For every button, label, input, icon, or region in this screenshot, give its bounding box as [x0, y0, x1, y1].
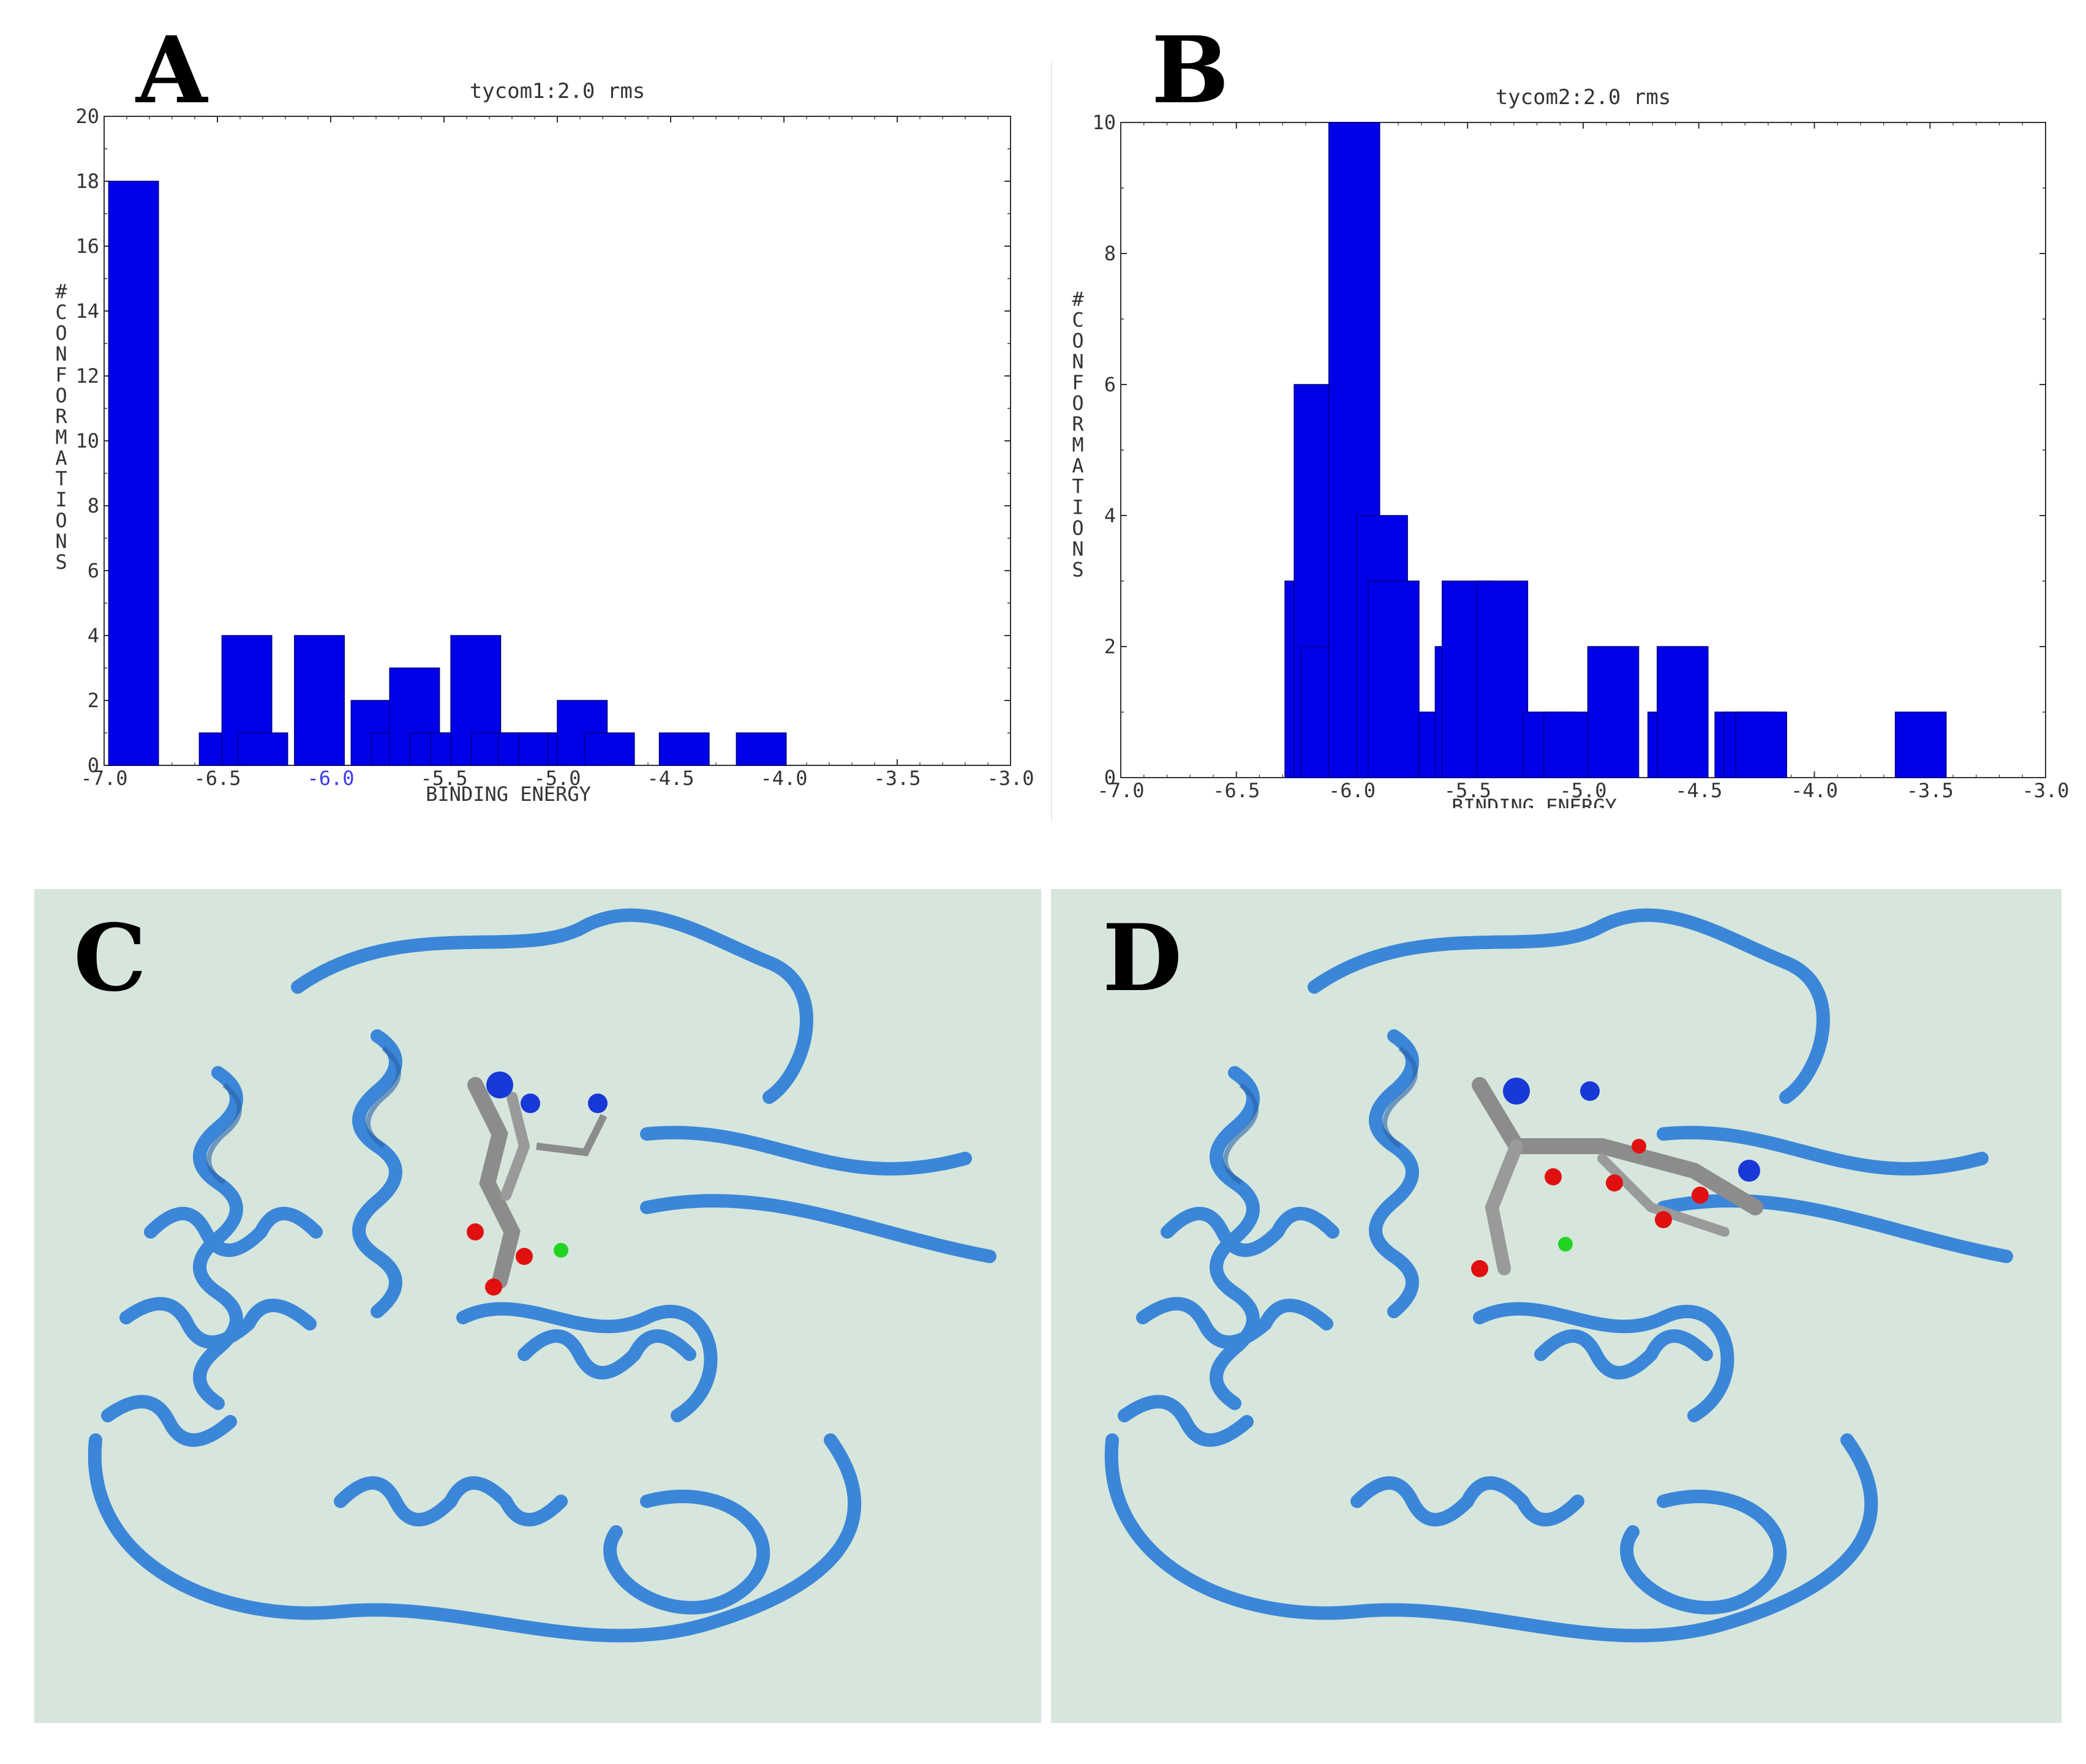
- y-tick-label: 10: [75, 429, 99, 452]
- x-tick-label: -3.0: [2022, 779, 2069, 802]
- loop-top: [291, 908, 813, 1104]
- y-tick-label: 14: [75, 299, 99, 323]
- chart-divider: [1051, 61, 1052, 820]
- loop-right: [640, 1125, 996, 1263]
- histogram-bar: [584, 732, 635, 766]
- histogram-bar: [294, 635, 345, 766]
- histogram-bar: [237, 732, 288, 766]
- histogram-bar: [1476, 580, 1529, 778]
- y-tick-label: 0: [88, 754, 99, 777]
- loop-bottom: [88, 1433, 862, 1643]
- protein-structure-d: [1051, 889, 2062, 1723]
- helix-vertical-2: [352, 1029, 402, 1318]
- panel-label-b: B: [1151, 17, 1229, 124]
- y-tick-label: 6: [88, 559, 99, 582]
- protein-structure-c: [34, 889, 1041, 1723]
- x-tick-label: -5.5: [1444, 779, 1491, 802]
- helix-left: [101, 1207, 323, 1447]
- x-tick-label: -4.0: [1791, 779, 1838, 802]
- x-tick-label: -4.0: [760, 767, 807, 790]
- ligand-cluster-d: [1471, 1077, 1763, 1277]
- histogram-bar: [658, 732, 710, 766]
- y-tick-label: 12: [75, 364, 99, 388]
- helix-lower: [334, 1476, 568, 1526]
- y-tick-label: 16: [75, 235, 99, 258]
- x-tick-label: -5.0: [1559, 779, 1606, 802]
- y-tick-label: 6: [1104, 373, 1116, 396]
- histogram-bar: [1735, 711, 1787, 778]
- x-tick-label: -6.0: [307, 767, 354, 790]
- plot-frame: [1120, 122, 2046, 778]
- y-tick-label: 4: [1104, 504, 1116, 527]
- panel-label-c: C: [73, 904, 147, 1012]
- loop-lower-right: [603, 1490, 770, 1615]
- x-tick-label: -7.0: [1097, 779, 1144, 802]
- y-tick-label: 4: [88, 624, 99, 647]
- histogram-bar: [108, 181, 159, 766]
- ribbon-illustration-c: [88, 908, 996, 1643]
- y-tick-label: 10: [1092, 111, 1116, 134]
- helix-center: [518, 1329, 696, 1379]
- x-tick-label: -7.0: [80, 767, 127, 790]
- y-tick-label: 18: [75, 170, 99, 193]
- loop-center: [456, 1302, 718, 1422]
- y-tick-label: 2: [88, 689, 99, 712]
- y-tick-label: 8: [88, 494, 99, 517]
- chart-title: tycom2:2.0 rms: [1496, 85, 1671, 110]
- x-tick-label: -4.5: [647, 767, 694, 790]
- histogram-bar: [1894, 711, 1947, 778]
- histogram-bar: [1543, 711, 1595, 778]
- x-tick-label: -5.0: [533, 767, 581, 790]
- chart-a: tycom1:2.0 rms 0 2 4 6 8 10 12 14 16 18 20 -7.0 -6.5 -…: [37, 61, 1053, 808]
- x-tick-label: -6.5: [194, 767, 241, 790]
- x-tick-label: -3.5: [873, 767, 921, 790]
- histogram-b: tycom2:2.0 rms 0 2 4 6 8 10 -7.0 -6.5 -6.0 -5.5 -5.…: [1072, 85, 2069, 818]
- y-axis-title: # C O N F O R M A T I O N S: [55, 280, 67, 574]
- x-axis-title: BINDING ENERGY: [1452, 795, 1617, 808]
- histogram-bar: [736, 732, 787, 766]
- y-tick-label: 8: [1104, 242, 1116, 265]
- x-tick-label: -6.0: [1328, 779, 1376, 802]
- x-tick-label: -5.5: [420, 767, 467, 790]
- x-tick-label: -3.5: [1907, 779, 1954, 802]
- x-tick-label: -6.5: [1213, 779, 1260, 802]
- y-tick-label: 2: [1104, 635, 1116, 658]
- x-tick-label: -3.0: [987, 767, 1034, 790]
- panel-label-d: D: [1102, 904, 1183, 1012]
- ribbon-illustration-d: [1104, 908, 2013, 1643]
- x-tick-label: -4.5: [1675, 779, 1722, 802]
- histogram-a: tycom1:2.0 rms 0 2 4 6 8 10 12 14 16 18 20 -7.0 -6.5 -…: [55, 79, 1034, 806]
- histogram-bar: [1587, 646, 1640, 778]
- y-tick-label: 20: [75, 105, 99, 128]
- histogram-bar: [1657, 646, 1709, 778]
- y-tick-label: 0: [1104, 766, 1116, 789]
- panel-label-a: A: [136, 17, 208, 124]
- chart-title: tycom1:2.0 rms: [470, 79, 646, 103]
- chart-b: tycom2:2.0 rms 0 2 4 6 8 10 -7.0 -6.5 -6.0 -5.5 -5.…: [1053, 61, 2086, 818]
- x-axis-title: BINDING ENERGY: [426, 783, 591, 806]
- y-axis-title: # C O N F O R M A T I O N S: [1072, 288, 1084, 582]
- histogram-bar: [1368, 580, 1420, 778]
- ligand-cluster-c: [467, 1072, 608, 1296]
- helix-vertical-1: [193, 1066, 243, 1410]
